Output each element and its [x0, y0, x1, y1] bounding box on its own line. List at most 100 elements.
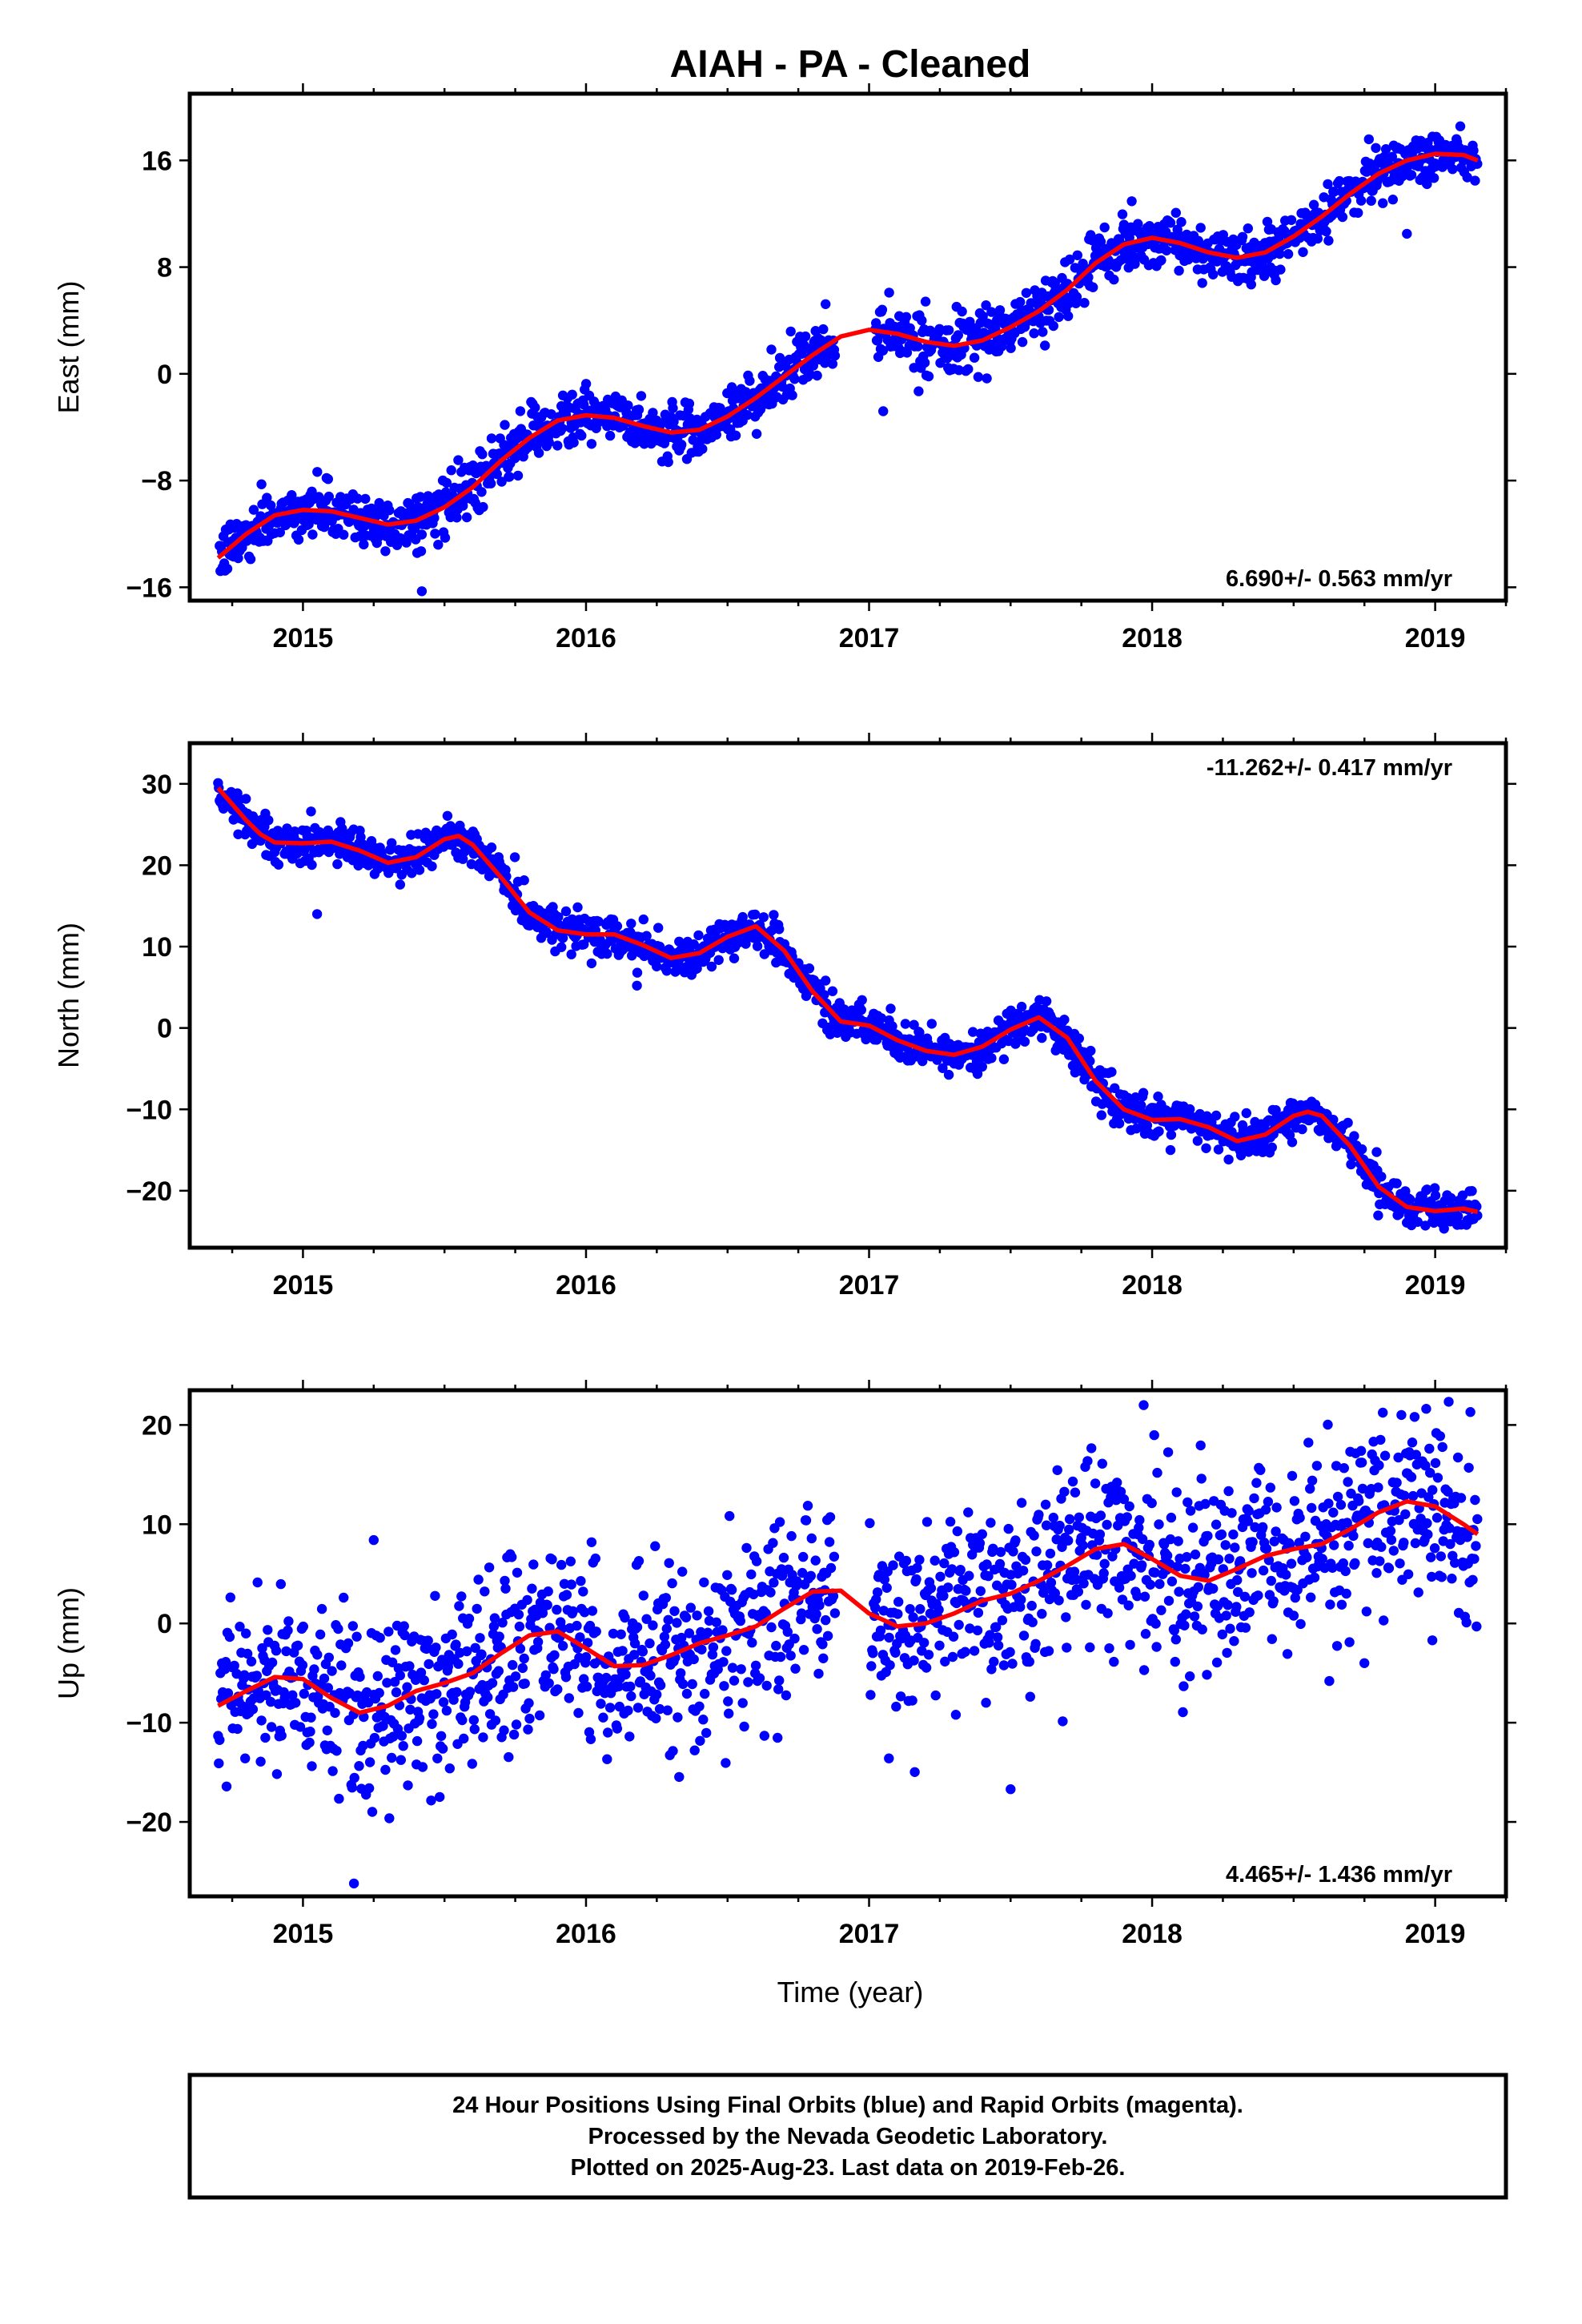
up-data-point-313 [468, 1715, 479, 1726]
up-data-point-1216 [1223, 1486, 1234, 1497]
east-data-point-661 [742, 410, 753, 420]
up-data-point-670 [751, 1556, 762, 1566]
east-data-point-174 [352, 493, 363, 504]
north-data-point-251 [414, 865, 425, 875]
east-data-point-968 [1029, 328, 1039, 339]
up-data-point-1449 [1413, 1587, 1423, 1598]
up-data-point-806 [895, 1691, 906, 1702]
east-data-point-1290 [1286, 215, 1297, 225]
up-data-point-323 [476, 1649, 487, 1659]
up-y-tick-label: −10 [126, 1708, 172, 1739]
up-data-point-1336 [1323, 1498, 1334, 1509]
up-data-point-477 [598, 1712, 608, 1723]
east-data-point-491 [604, 430, 616, 441]
north-data-point-97 [290, 826, 300, 837]
up-data-point-455 [580, 1652, 592, 1663]
up-data-point-244 [414, 1713, 425, 1723]
up-data-point-394 [532, 1637, 544, 1647]
east-data-point-646 [730, 430, 741, 440]
north-data-point-35 [241, 794, 251, 804]
up-data-point-1288 [1282, 1649, 1293, 1659]
up-data-point-1026 [1070, 1574, 1082, 1585]
up-data-point-1149 [1170, 1634, 1182, 1645]
north-data-point-1232 [1201, 1143, 1211, 1154]
up-data-point-905 [974, 1538, 986, 1549]
up-data-point-48 [251, 1671, 262, 1681]
north-data-point-1527 [1439, 1224, 1449, 1234]
north-data-point-695 [774, 924, 785, 935]
east-data-point-1012 [1063, 311, 1074, 321]
up-data-point-1045 [1086, 1443, 1097, 1454]
up-data-point-1208 [1217, 1629, 1228, 1640]
up-data-point-1214 [1222, 1647, 1232, 1659]
east-data-point-1316 [1308, 199, 1319, 210]
up-data-point-260 [427, 1719, 437, 1729]
up-data-point-1159 [1179, 1620, 1190, 1631]
up-data-point-969 [1025, 1691, 1036, 1702]
up-data-point-951 [1010, 1535, 1021, 1546]
up-data-point-463 [587, 1606, 598, 1616]
up-data-point-1368 [1348, 1530, 1359, 1542]
up-data-point-97 [291, 1698, 301, 1708]
up-data-point-53 [255, 1756, 266, 1767]
up-data-point-1237 [1240, 1622, 1251, 1633]
up-data-point-1151 [1172, 1562, 1182, 1572]
up-data-point-78 [275, 1578, 286, 1590]
up-data-point-1163 [1182, 1497, 1193, 1508]
east-data-point-1229 [1237, 231, 1248, 242]
up-data-point-1129 [1154, 1519, 1164, 1530]
up-data-point-358 [504, 1751, 514, 1763]
up-data-point-1111 [1138, 1665, 1150, 1675]
east-data-point-1303 [1298, 247, 1308, 257]
north-data-point-452 [579, 939, 589, 950]
up-data-point-650 [735, 1615, 745, 1626]
up-data-point-1004 [1054, 1595, 1064, 1606]
up-data-point-194 [374, 1687, 384, 1699]
up-data-point-1018 [1064, 1514, 1075, 1525]
east-data-point-276 [433, 540, 444, 550]
up-data-point-633 [722, 1570, 733, 1581]
north-data-point-338 [486, 842, 497, 853]
up-data-point-1464 [1425, 1467, 1435, 1478]
up-data-point-1466 [1427, 1571, 1437, 1582]
up-data-point-620 [711, 1617, 721, 1628]
up-data-point-742 [812, 1624, 822, 1634]
up-data-point-1083 [1115, 1486, 1126, 1498]
up-data-point-591 [687, 1679, 697, 1690]
up-data-point-1052 [1091, 1550, 1102, 1560]
up-data-point-994 [1045, 1548, 1056, 1559]
east-data-point-254 [416, 546, 427, 557]
up-data-point-566 [667, 1578, 677, 1589]
up-data-point-1185 [1199, 1570, 1210, 1580]
up-data-point-143 [330, 1707, 340, 1719]
up-data-point-1005 [1054, 1520, 1065, 1531]
east-data-point-982 [1040, 340, 1050, 351]
up-data-point-1424 [1394, 1514, 1404, 1526]
up-data-point-878 [954, 1619, 964, 1630]
up-data-point-1130 [1154, 1578, 1165, 1590]
up-data-point-1379 [1356, 1458, 1367, 1468]
north-data-point-762 [827, 986, 838, 996]
up-data-point-1270 [1267, 1634, 1278, 1644]
up-data-point-305 [461, 1646, 472, 1657]
up-data-point-140 [327, 1766, 338, 1776]
east-data-point-413 [544, 437, 554, 448]
east-data-point-1139 [1165, 218, 1176, 228]
up-data-point-1415 [1386, 1534, 1397, 1546]
east-data-point-1413 [1387, 195, 1399, 205]
east-data-point-1191 [1208, 269, 1219, 279]
up-data-point-1342 [1328, 1507, 1339, 1518]
north-data-point-242 [407, 868, 417, 879]
up-data-point-85 [281, 1646, 291, 1657]
up-data-point-1157 [1178, 1707, 1188, 1718]
north-data-point-545 [652, 961, 662, 972]
east-data-point-811 [901, 312, 912, 322]
up-data-point-653 [737, 1698, 748, 1708]
up-data-point-986 [1039, 1582, 1050, 1594]
up-data-point-920 [986, 1664, 997, 1675]
north-data-point-594 [692, 963, 702, 974]
east-data-point-745 [808, 360, 818, 371]
up-data-point-1106 [1134, 1514, 1145, 1526]
up-data-point-1056 [1094, 1529, 1106, 1540]
